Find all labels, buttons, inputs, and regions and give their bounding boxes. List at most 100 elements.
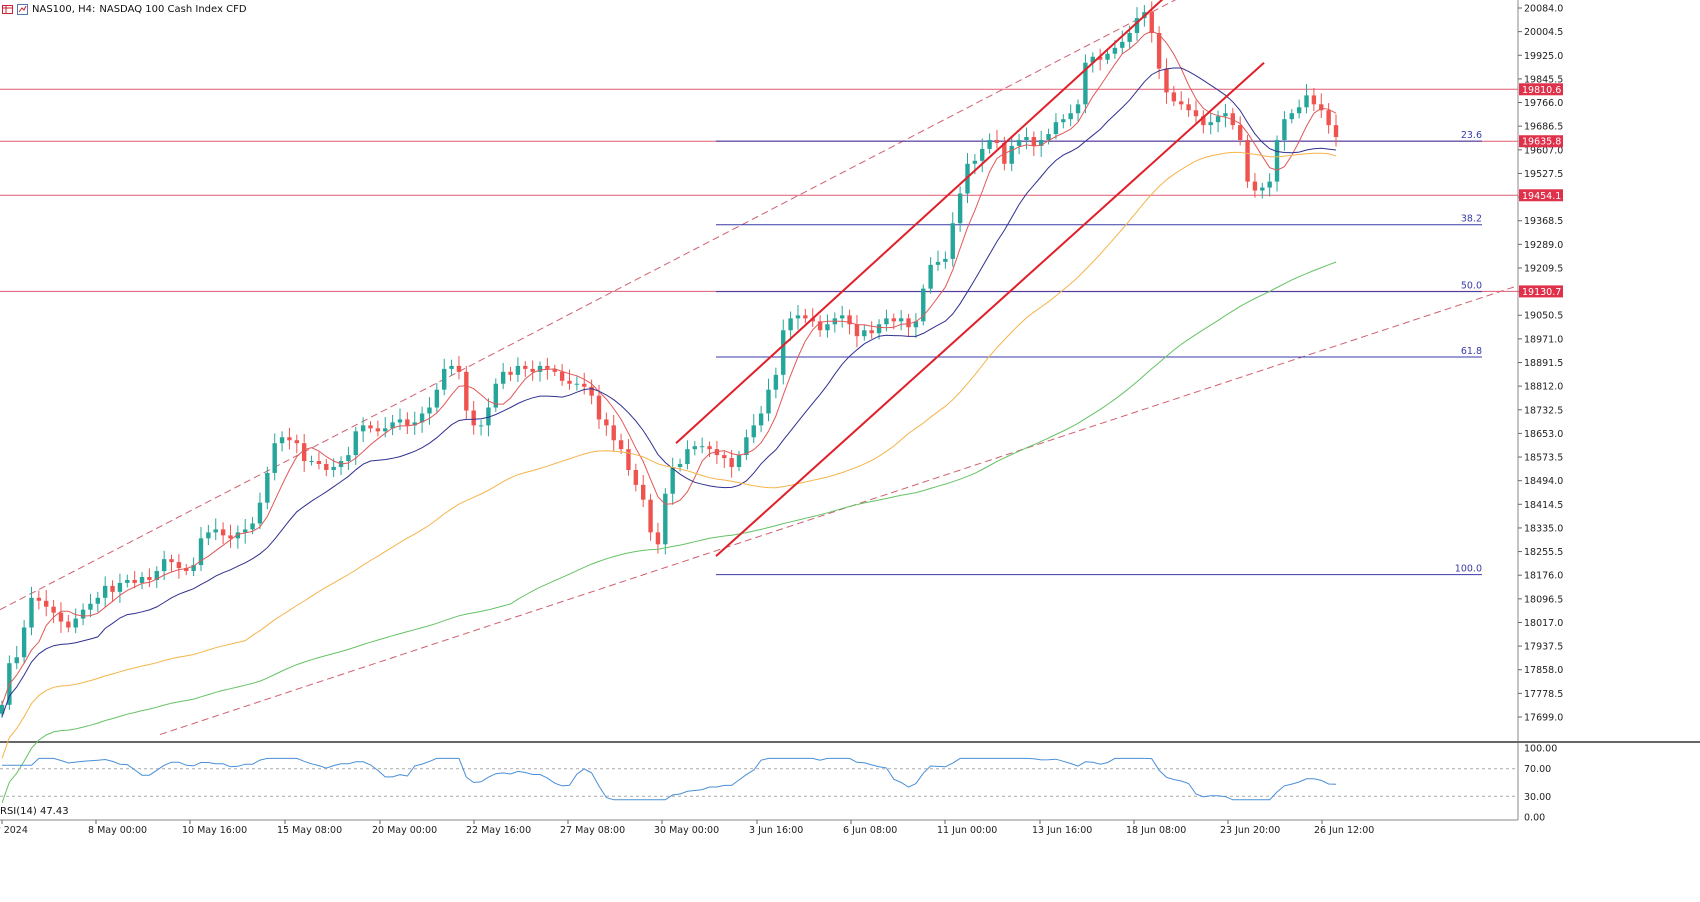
candle-body: [736, 455, 742, 467]
y-tick-label: 17778.5: [1524, 689, 1563, 700]
candle-body: [781, 330, 786, 375]
candle-body: [29, 597, 34, 628]
candle-body: [618, 440, 624, 450]
candle-body: [1274, 139, 1280, 182]
y-tick-label: 18335.0: [1524, 523, 1563, 534]
candle-body: [198, 538, 204, 566]
y-tick-label: 18732.5: [1524, 405, 1563, 416]
fib-level-label: 23.6: [1461, 130, 1482, 141]
candle-body: [788, 318, 793, 331]
candle-body: [1304, 95, 1309, 108]
candle-body: [73, 618, 78, 628]
candle-body: [714, 449, 720, 456]
candle-body: [523, 365, 528, 369]
candle-body: [1171, 92, 1177, 102]
candle-body: [1038, 139, 1044, 146]
candle-body: [1296, 107, 1302, 114]
rsi-axis-label: 70.00: [1524, 764, 1551, 775]
channel-lower-line: [715, 61, 1265, 557]
candle-body: [36, 597, 42, 601]
candle-body: [405, 419, 410, 426]
candle-body: [1252, 181, 1258, 191]
candle-body: [412, 422, 417, 426]
candle-body: [257, 502, 263, 524]
x-tick-label: 11 Jun 00:00: [937, 825, 997, 836]
chart-header: NAS100, H4: NASDAQ 100 Cash Index CFD: [0, 0, 247, 18]
x-tick-label: 13 Jun 16:00: [1032, 825, 1092, 836]
candle-body: [935, 261, 941, 265]
candle-body: [449, 365, 454, 369]
price-level-tag: [1519, 135, 1563, 148]
candle-body: [685, 449, 690, 465]
grid-icon[interactable]: [2, 4, 13, 15]
candle-body: [0, 704, 5, 714]
y-tick-label: 19050.5: [1524, 311, 1563, 322]
ma-red-line: [1, 30, 1337, 705]
price-level-tag: [1519, 189, 1563, 202]
fib-level-label: 61.8: [1461, 346, 1482, 357]
candle-body: [1326, 110, 1331, 126]
candle-body: [301, 443, 307, 462]
candle-body: [854, 324, 860, 337]
candle-body: [1156, 32, 1162, 69]
y-tick-label: 18971.0: [1524, 334, 1563, 345]
candle-body: [994, 139, 1000, 143]
y-tick-label: 19607.0: [1524, 145, 1563, 156]
candle-body: [161, 559, 167, 572]
x-tick-label: 22 May 16:00: [466, 825, 531, 836]
candle-body: [1097, 56, 1103, 60]
candle-body: [1164, 68, 1169, 93]
y-tick-label: 19368.5: [1524, 216, 1563, 227]
candle-body: [44, 600, 49, 607]
candle-body: [493, 383, 498, 408]
candle-body: [132, 579, 137, 583]
x-tick-label: 23 Jun 20:00: [1220, 825, 1280, 836]
candle-body: [943, 258, 948, 262]
candle-body: [1031, 137, 1037, 146]
y-tick-label: 17858.0: [1524, 665, 1563, 676]
candle-body: [316, 461, 322, 465]
candle-body: [913, 321, 919, 328]
y-tick-label: 18653.0: [1524, 429, 1563, 440]
x-tick-label: 30 May 00:00: [654, 825, 719, 836]
candle-body: [471, 410, 476, 426]
candle-body: [574, 383, 580, 385]
candle-body: [699, 446, 705, 448]
y-tick-label: 19925.0: [1524, 51, 1563, 62]
candle-body: [1311, 95, 1317, 105]
chart-icon[interactable]: [17, 3, 28, 15]
candle-body: [1053, 122, 1059, 135]
candle-body: [604, 419, 609, 426]
candle-body: [139, 576, 145, 583]
y-tick-label: 18096.5: [1524, 594, 1563, 605]
candle-body: [1267, 181, 1272, 188]
candle-body: [847, 315, 852, 325]
candle-body: [1046, 134, 1051, 140]
candle-body: [1333, 125, 1339, 138]
candle-body: [66, 621, 71, 628]
y-tick-label: 20004.5: [1524, 27, 1563, 38]
candle-body: [884, 318, 889, 325]
candle-body: [346, 455, 351, 462]
candle-body: [1120, 41, 1125, 48]
candle-body: [1016, 139, 1022, 146]
candle-body: [795, 315, 801, 319]
candle-body: [552, 368, 557, 372]
candle-body: [906, 318, 911, 328]
y-tick-label: 17937.5: [1524, 642, 1563, 653]
candle-body: [309, 461, 314, 463]
candle-body: [567, 380, 572, 384]
candle-body: [950, 223, 955, 259]
candle-body: [810, 318, 815, 322]
candle-body: [324, 464, 329, 470]
candle-body: [1215, 116, 1221, 123]
y-tick-label: 19289.0: [1524, 240, 1563, 251]
candle-body: [110, 585, 115, 592]
ma-blue-line: [1, 67, 1337, 717]
candle-body: [840, 315, 845, 319]
candle-body: [582, 383, 587, 387]
price-level-tag-text: 19454.1: [1522, 191, 1561, 202]
y-tick-label: 17699.0: [1524, 713, 1563, 724]
candle-body: [14, 657, 19, 664]
